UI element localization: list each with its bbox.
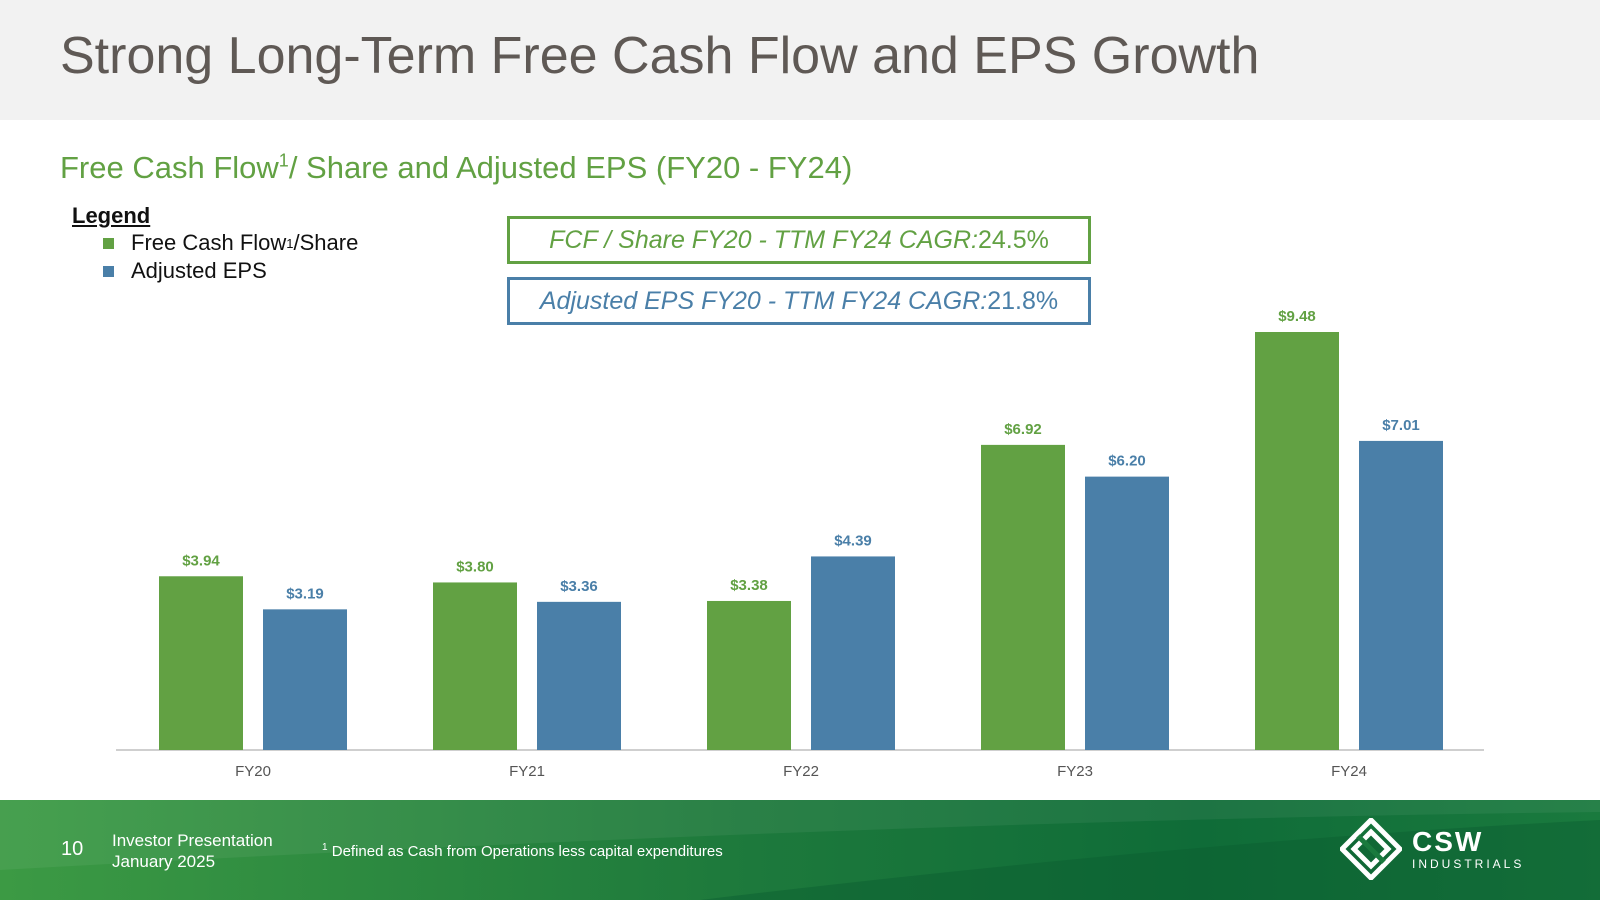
legend-label-fcf-after: /Share: [293, 230, 359, 255]
logo-sub-text: INDUSTRIALS: [1412, 857, 1525, 871]
fcf-cagr-callout: FCF / Share FY20 - TTM FY24 CAGR: 24.5%: [507, 216, 1091, 264]
bar-fcf-fy20: [159, 576, 243, 750]
bar-eps-fy22: [811, 556, 895, 750]
eps-cagr-value: 21.8%: [987, 286, 1059, 315]
eps-cagr-callout: Adjusted EPS FY20 - TTM FY24 CAGR: 21.8%: [507, 277, 1091, 325]
x-tick-label-fy22: FY22: [783, 763, 819, 780]
logo-main-text: CSW: [1412, 826, 1484, 857]
bar-fcf-fy21: [433, 582, 517, 750]
fcf-cagr-value: 24.5%: [977, 225, 1049, 254]
legend-label-fcf-before: Free Cash Flow: [131, 230, 287, 255]
eps-cagr-label: Adjusted EPS FY20 - TTM FY24 CAGR:: [539, 286, 988, 315]
legend-title: Legend: [72, 203, 151, 228]
x-tick-label-fy20: FY20: [235, 763, 271, 780]
subtitle-superscript: 1: [278, 150, 289, 171]
presentation-date: January 2025: [112, 852, 216, 871]
legend-swatch-eps: [103, 265, 114, 277]
footnote: 1 Defined as Cash from Operations less c…: [322, 842, 723, 860]
data-label-fcf-fy23: $6.92: [1004, 421, 1042, 438]
bar-eps-fy24: [1359, 440, 1443, 750]
x-tick-label-fy24: FY24: [1331, 763, 1367, 780]
bar-eps-fy23: [1085, 476, 1169, 750]
bar-chart: $3.94 $3.19 FY20 $3.80 $3.36 FY21 $3.38 $4.39 FY…: [116, 308, 1484, 780]
data-label-eps-fy22: $4.39: [834, 532, 872, 549]
chart-subtitle: Free Cash Flow1/ Share and Adjusted EPS …: [60, 150, 852, 186]
page-number: 10: [61, 838, 84, 860]
legend-item-fcf: Free Cash Flow 1/Share: [103, 229, 358, 257]
subtitle-text-before: Free Cash Flow: [60, 150, 279, 185]
presentation-info: Investor Presentation January 2025: [112, 830, 273, 872]
footnote-text: Defined as Cash from Operations less cap…: [327, 843, 723, 860]
bar-eps-fy21: [537, 601, 621, 750]
footer-swoosh-decoration: [0, 800, 1600, 900]
footer-bar: 10 Investor Presentation January 2025 1 …: [0, 800, 1600, 900]
data-label-eps-fy23: $6.20: [1108, 453, 1146, 470]
legend-item-eps: Adjusted EPS: [103, 257, 358, 285]
bar-fcf-fy24: [1255, 332, 1339, 750]
x-tick-label-fy21: FY21: [509, 763, 545, 780]
chart-legend: Legend Free Cash Flow 1/Share Adjusted EP…: [72, 203, 358, 285]
legend-label-eps: Adjusted EPS: [131, 258, 267, 283]
page-title: Strong Long-Term Free Cash Flow and EPS …: [60, 27, 1260, 85]
data-label-fcf-fy22: $3.38: [730, 577, 768, 594]
fcf-cagr-label: FCF / Share FY20 - TTM FY24 CAGR:: [549, 225, 978, 254]
legend-label-fcf-superscript: 1: [286, 235, 294, 251]
data-label-fcf-fy21: $3.80: [456, 558, 494, 575]
csw-logo-icon: [1340, 818, 1402, 880]
title-bar: Strong Long-Term Free Cash Flow and EPS …: [0, 0, 1600, 120]
subtitle-text-after: / Share and Adjusted EPS (FY20 - FY24): [288, 150, 853, 185]
presentation-title: Investor Presentation: [112, 831, 273, 850]
data-label-fcf-fy20: $3.94: [182, 552, 220, 569]
bar-fcf-fy23: [981, 444, 1065, 750]
bar-fcf-fy22: [707, 600, 791, 750]
data-label-eps-fy20: $3.19: [286, 585, 324, 602]
data-label-eps-fy21: $3.36: [560, 578, 598, 595]
legend-swatch-fcf: [103, 237, 114, 249]
footnote-marker: 1: [322, 842, 328, 853]
logo-wordmark: CSW INDUSTRIALS: [1412, 828, 1524, 872]
data-label-fcf-fy24: $9.48: [1278, 308, 1316, 325]
x-tick-label-fy23: FY23: [1057, 763, 1093, 780]
bar-eps-fy20: [263, 609, 347, 750]
data-label-eps-fy24: $7.01: [1382, 417, 1420, 434]
